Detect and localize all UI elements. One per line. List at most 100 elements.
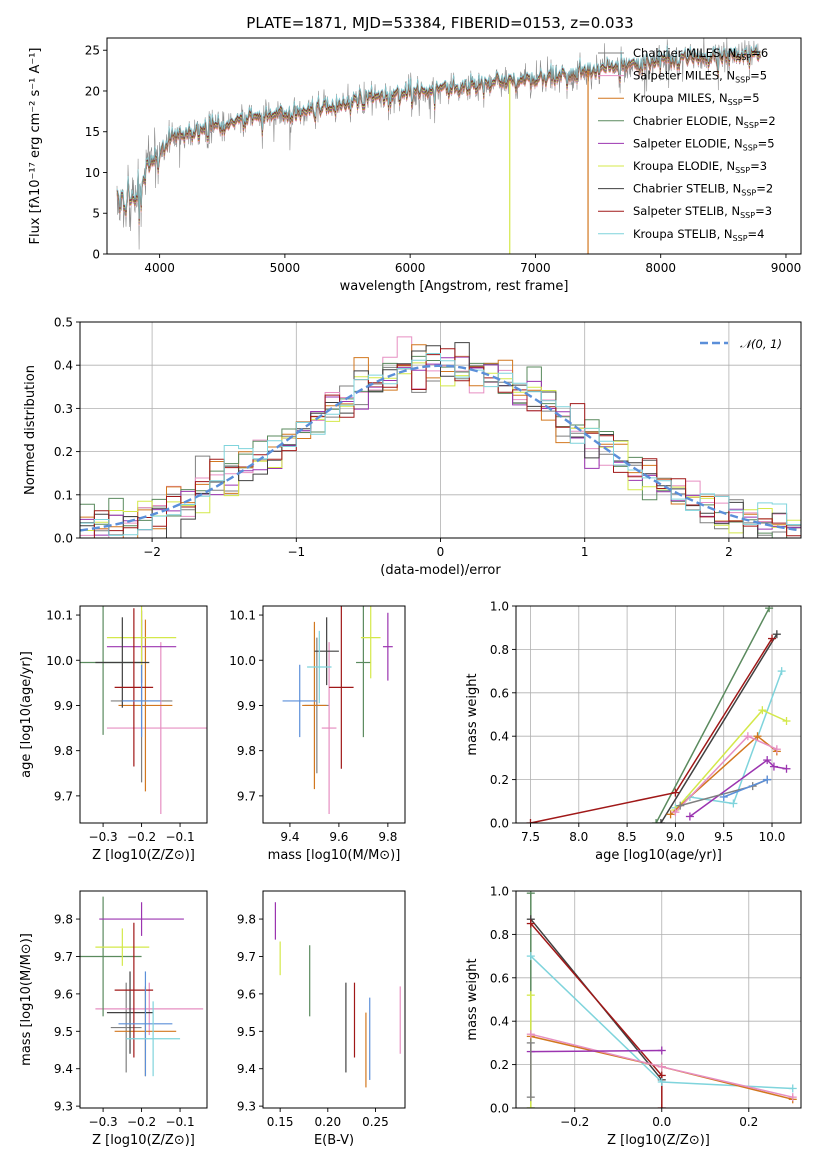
weight-marker	[772, 630, 781, 639]
x-tick-label: 7000	[520, 261, 551, 275]
x-tick-label: 9.6	[329, 830, 348, 844]
y-tick-label: 10.0	[46, 654, 73, 668]
spectrum-legend: Chabrier MILES, NSSP=6 Salpeter MILES, NS…	[598, 46, 776, 243]
weight-line-10	[723, 778, 768, 798]
errorbar-point-4	[80, 896, 142, 1017]
y-tick-label: 0.4	[54, 359, 73, 373]
weight-marker	[676, 801, 685, 810]
legend-nssp: 5	[767, 136, 774, 150]
weight_vs_Z-frame	[515, 890, 802, 1109]
x-tick-label: −0.2	[127, 830, 156, 844]
weight-marker	[526, 991, 535, 1000]
histogram-series-9	[80, 353, 801, 536]
weight-marker	[526, 1093, 535, 1102]
age_vs_mass-frame	[262, 605, 406, 824]
y-tick-label: 9.4	[54, 1062, 73, 1076]
y-axis-label: mass weight	[465, 673, 480, 755]
y-axis-label: Normed distribution	[23, 365, 38, 495]
weight-line-8	[530, 1049, 662, 1053]
weight-marker	[526, 1030, 535, 1039]
errorbar-point-6	[360, 606, 381, 679]
legend-name: Salpeter MILES	[633, 69, 719, 83]
x-tick-label: 1	[581, 545, 589, 559]
legend-name: Salpeter STELIB	[633, 204, 724, 218]
y-tick-label: 0.1	[54, 488, 73, 502]
legend-name: Chabrier STELIB	[633, 182, 725, 196]
weight_vs_age-frame	[515, 605, 802, 824]
errorbar-point-7	[314, 617, 339, 686]
y-tick-label: 0.0	[490, 817, 509, 831]
x-tick-label: 0.0	[652, 1115, 671, 1129]
x-tick-label: −2	[143, 545, 161, 559]
y-tick-label: 0.0	[490, 1102, 509, 1116]
legend-entry-2: Salpeter MILES, NSSP=5	[633, 69, 767, 85]
weight-marker	[685, 812, 694, 821]
age_vs_mass-points	[282, 606, 393, 814]
x-axis-label: E(B-V)	[314, 1133, 354, 1148]
weight-marker	[729, 799, 738, 808]
y-tick-label: 9.7	[237, 950, 256, 964]
x-axis-label: wavelength [Angstrom, rest frame]	[340, 279, 569, 294]
y-tick-label: 1.0	[490, 600, 509, 614]
y-axis-label: mass [log10(M/M⊙)]	[19, 933, 34, 1066]
x-axis-label: Z [log10(Z/Z⊙)]	[92, 1133, 195, 1148]
spectrum-line-9	[116, 44, 761, 219]
chart-title: PLATE=1871, MJD=53384, FIBERID=0153, z=0…	[246, 14, 633, 32]
y-tick-label: 10.1	[229, 609, 256, 623]
spectrum-axes: 4000 5000 6000 7000 8000 90000510152025wavele…	[28, 44, 801, 294]
y-tick-label: 1.0	[490, 885, 509, 899]
gaussian-curve	[80, 364, 801, 532]
legend-nssp: 3	[760, 159, 767, 173]
y-tick-label: 0.8	[490, 643, 509, 657]
legend-entry-1: Chabrier MILES, NSSP=6	[633, 46, 768, 62]
weight-line-8	[689, 759, 787, 818]
legend-name: Salpeter ELODIE	[633, 136, 727, 150]
errorbar-point-2	[95, 982, 204, 1036]
errorbar-point-10	[307, 630, 332, 704]
weight-marker	[657, 1062, 666, 1071]
x-tick-label: 9.0	[666, 830, 685, 844]
weight-marker	[526, 891, 535, 898]
y-tick-label: 5	[92, 207, 100, 221]
weight_vs_age-lines	[526, 606, 791, 823]
errorbar-point-8	[114, 922, 154, 1058]
legend-name: Chabrier MILES	[633, 46, 720, 60]
y-axis-label: age [log10(age/yr)]	[19, 651, 34, 778]
legend-entry-8: Salpeter STELIB, NSSP=3	[633, 204, 772, 220]
y-tick-label: 9.8	[54, 744, 73, 758]
y-tick-label: 9.7	[54, 950, 73, 964]
age_vs_mass-axes: 9.4 9.6 9.8 9.7 9.8 9.9 10.0 10.1 mass [log10(M/…	[229, 609, 400, 863]
legend-nssp: 2	[766, 182, 773, 196]
mass_vs_EBV-points	[274, 902, 401, 1088]
legend-entry-5: Salpeter ELODIE, NSSP=5	[633, 136, 775, 152]
weight-marker	[657, 1104, 666, 1108]
weight-marker	[758, 706, 767, 715]
x-tick-label: 6000	[395, 261, 426, 275]
weight-marker	[671, 788, 680, 797]
x-tick-label: 9.4	[280, 830, 299, 844]
errorbar-point-9	[282, 664, 317, 738]
weight-marker	[666, 810, 675, 819]
y-tick-label: 9.9	[237, 699, 256, 713]
legend-nssp: 3	[765, 204, 772, 218]
weight-marker	[671, 808, 680, 817]
y-tick-label: 9.8	[237, 744, 256, 758]
x-tick-label: 10.0	[759, 830, 786, 844]
weight-marker	[753, 732, 762, 741]
x-tick-label: 9000	[771, 261, 802, 275]
y-tick-label: 9.7	[237, 789, 256, 803]
weight-marker	[526, 1104, 535, 1108]
gaussian-legend-label: 𝒩(0, 1)	[740, 337, 782, 351]
x-tick-label: −0.3	[89, 1115, 118, 1129]
weight-marker	[743, 732, 752, 741]
weight-marker	[526, 919, 535, 928]
y-tick-label: 0.3	[54, 402, 73, 416]
y-tick-label: 9.3	[54, 1100, 73, 1114]
errorbar-point-7	[95, 617, 150, 708]
x-tick-label: 7.5	[521, 830, 540, 844]
mass_vs_Z-points	[80, 896, 204, 1077]
y-tick-label: 9.7	[54, 789, 73, 803]
y-tick-label: 0.6	[490, 971, 509, 985]
x-tick-label: −0.1	[165, 1115, 194, 1129]
y-tick-label: 0.2	[54, 445, 73, 459]
